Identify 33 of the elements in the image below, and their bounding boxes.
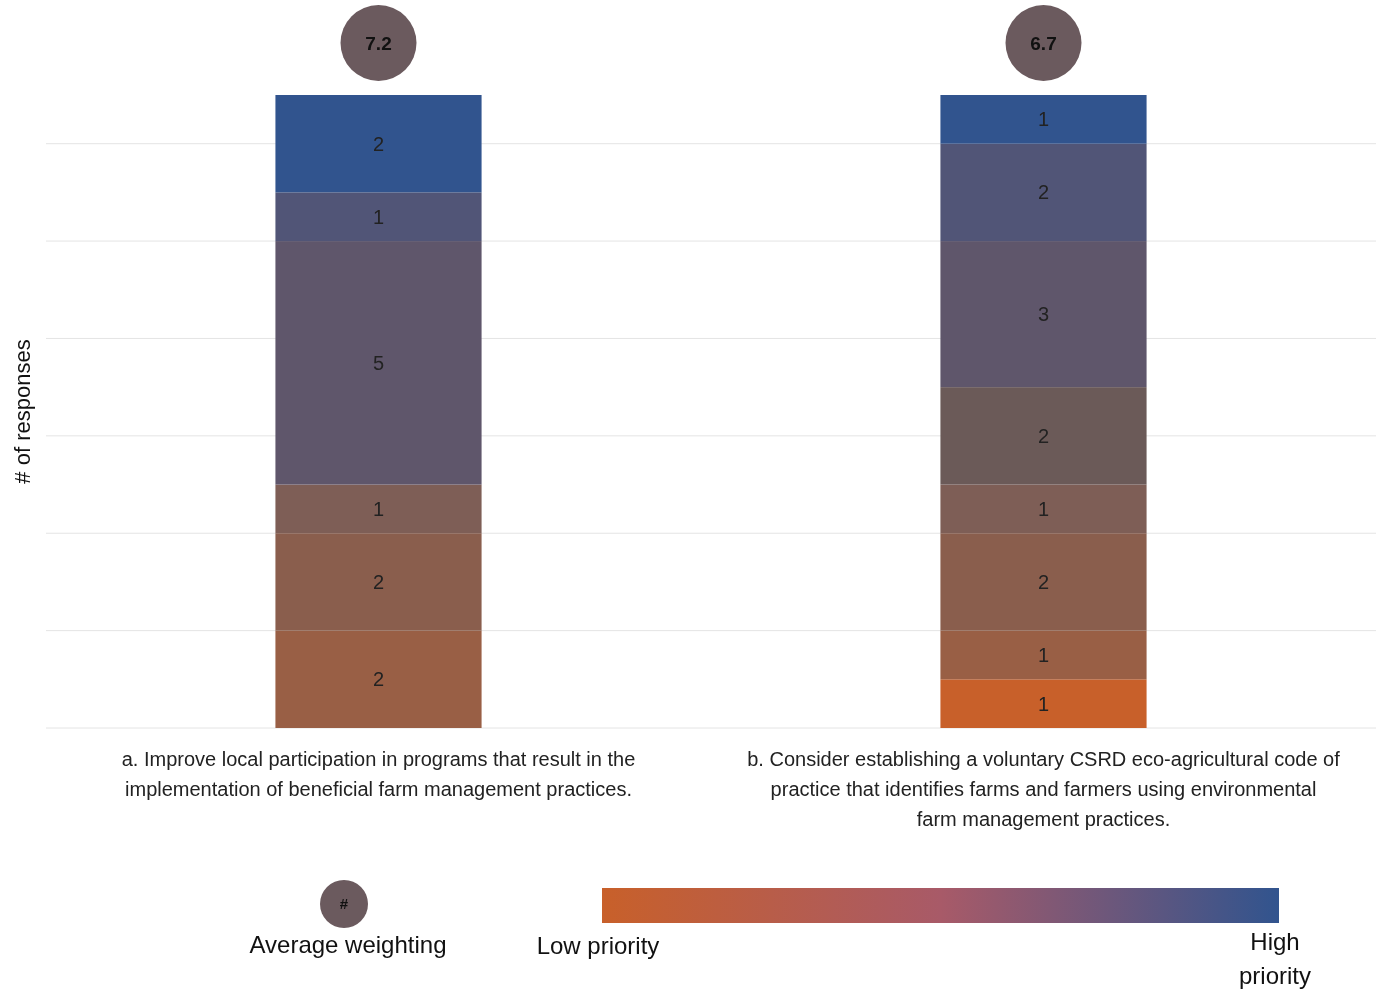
data-label: 2 [372,668,385,691]
bar [940,630,1147,680]
bar [940,95,1147,144]
text: Low priority [536,932,660,959]
data-label: 1 [1037,692,1050,715]
x-tick-label: a. Improve local participation in programs that result in the implementation of beneficial farm management practices. [121,748,636,800]
data-label: 2 [1037,181,1050,204]
circle-badge: # [320,880,368,928]
data-label: 2 [372,132,385,155]
y-axis-title: # of responses [10,339,35,484]
x-tick-label: b. Consider establishing a voluntary CSRD eco-agricultural code of practice that identifies farms and farmers using environmental farm management practices. [747,748,1341,830]
data-label: 1 [372,497,385,520]
data-label: 5 [372,351,385,374]
data-label: 3 [1037,303,1050,326]
data-label: 2 [1037,570,1050,593]
bar [275,192,482,242]
bar [940,143,1147,242]
circle-badge: 7.2 [340,5,417,81]
bar [275,630,482,728]
data-label: 2 [372,570,385,593]
data-label: 2 [1037,424,1050,447]
bar [275,241,482,485]
data-label: 1 [1037,497,1050,520]
bar [940,679,1147,728]
circle-badge: 6.7 [1005,5,1082,81]
text: Average weighting [249,931,447,958]
data-label: 1 [372,205,385,228]
bar [940,241,1147,388]
bar [940,387,1147,485]
text: High priority [1238,928,1312,989]
bar [275,95,482,193]
data-label: 1 [1037,643,1050,666]
data-label: 1 [1037,108,1050,131]
